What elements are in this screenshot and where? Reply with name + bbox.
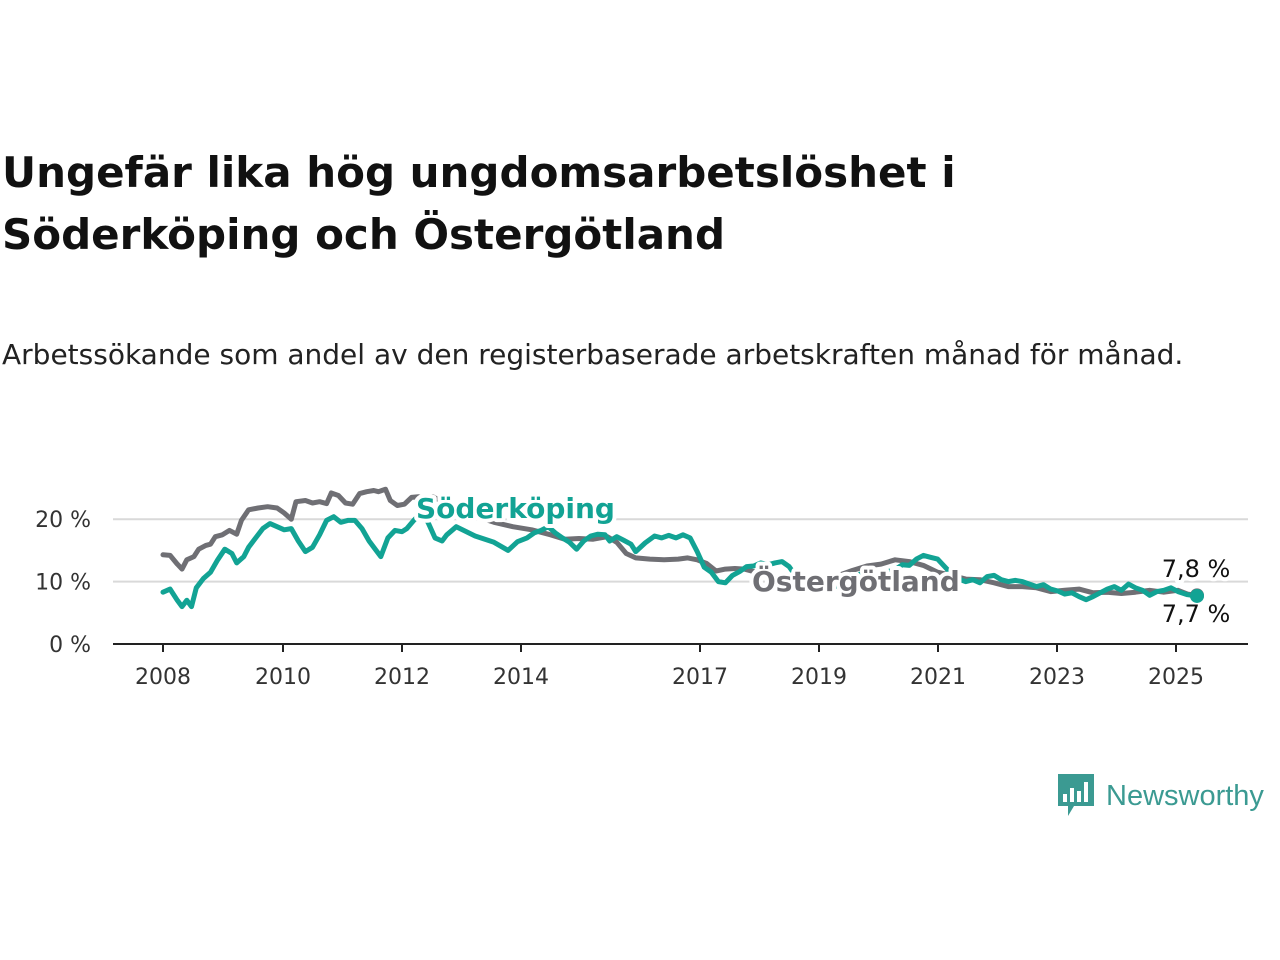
x-tick-label: 2010 [255, 665, 311, 690]
x-tick-label: 2025 [1148, 665, 1204, 690]
x-tick-label: 2008 [135, 665, 191, 690]
line-chart: 0 % 10 % 20 % 2008 2010 2012 2014 2017 2019 2021… [35, 486, 1248, 690]
brand-logo: Newsworthy [1058, 774, 1264, 818]
y-tick-label: 0 % [49, 633, 91, 658]
end-value-ostergotland: 7,8 % [1162, 555, 1231, 583]
brand-name: Newsworthy [1106, 779, 1264, 812]
x-tick-label: 2014 [493, 665, 549, 690]
y-tick-label: 20 % [35, 508, 91, 533]
y-tick-label: 10 % [35, 571, 91, 596]
series-labels: Söderköping Östergötland 7,8 % 7,7 % [412, 488, 1234, 632]
end-marker [1190, 588, 1204, 603]
newsworthy-logo-icon [1058, 774, 1094, 816]
series-label-soderkoping: Söderköping [416, 492, 615, 525]
x-tick-labels: 2008 2010 2012 2014 2017 2019 2021 2023 2025 [135, 644, 1204, 690]
series-line-soderkoping [160, 510, 1200, 610]
end-markers [1190, 588, 1204, 603]
series-lines [160, 486, 1200, 610]
grid-lines [113, 518, 1248, 583]
chart-subtitle: Arbetssökande som andel av den registerb… [2, 338, 1184, 371]
y-tick-labels: 0 % 10 % 20 % [35, 508, 91, 658]
series-label-ostergotland: Östergötland [752, 564, 960, 598]
x-tick-label: 2017 [672, 665, 728, 690]
end-value-soderkoping: 7,7 % [1162, 600, 1231, 628]
chart-title: Ungefär lika hög ungdomsarbetslöshet i S… [2, 148, 956, 259]
x-tick-label: 2021 [910, 665, 966, 690]
x-tick-label: 2019 [791, 665, 847, 690]
x-tick-label: 2023 [1029, 665, 1085, 690]
x-tick-label: 2012 [374, 665, 430, 690]
